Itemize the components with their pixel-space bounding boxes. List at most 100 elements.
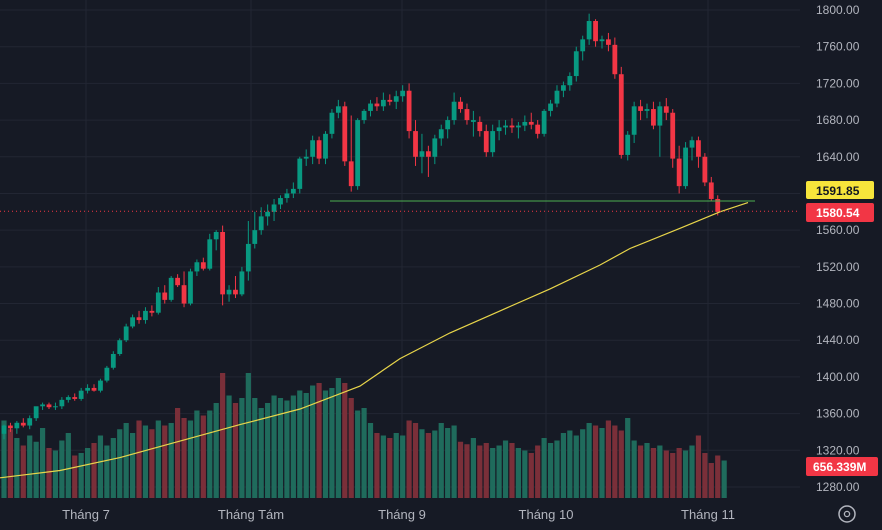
candle-body — [368, 103, 373, 111]
volume-bar — [27, 435, 33, 498]
volume-bar — [239, 398, 245, 498]
candle-body — [425, 151, 431, 157]
volume-bar — [232, 403, 239, 498]
candle-body — [483, 131, 489, 153]
volume-bar — [657, 445, 663, 498]
volume-bar — [187, 420, 194, 498]
candle-body — [490, 131, 496, 153]
candle-body — [303, 156, 309, 159]
volume-bar — [438, 423, 444, 498]
candle-body — [284, 193, 290, 199]
candle-body — [651, 109, 656, 126]
volume-bar — [329, 388, 335, 498]
volume-bar — [284, 400, 290, 498]
volume-bar — [168, 423, 174, 498]
candle-body — [516, 125, 521, 128]
candle-body — [265, 211, 271, 217]
candle-body — [663, 106, 669, 113]
candle-body — [618, 74, 624, 155]
volume-bar — [663, 450, 669, 498]
volume-bar — [361, 408, 367, 498]
candle-body — [130, 317, 135, 327]
volume-bar — [457, 441, 464, 498]
volume-bar — [226, 395, 232, 498]
volume-bar — [490, 448, 496, 498]
candle-body — [207, 239, 213, 269]
volume-bars — [1, 373, 727, 498]
volume-bar — [393, 433, 399, 498]
volume-bar — [483, 443, 489, 498]
candle-body — [188, 271, 193, 304]
candle-body — [245, 243, 251, 272]
last-price: 1580.54 — [816, 206, 860, 220]
volume-bar — [586, 423, 592, 498]
volume-value: 656.339M — [813, 460, 866, 474]
volume-badge: 656.339M — [806, 457, 878, 476]
candle-body — [606, 39, 611, 45]
volume-bar — [682, 450, 689, 498]
y-tick-label: 1280.00 — [816, 480, 860, 494]
volume-bar — [290, 395, 296, 498]
volume-bar — [689, 445, 695, 498]
volume-bar — [528, 453, 534, 498]
candle-body — [1, 425, 7, 434]
volume-bar — [355, 410, 361, 498]
candle-body — [586, 21, 592, 40]
x-tick-label: Tháng 10 — [519, 507, 574, 522]
candle-body — [593, 21, 598, 42]
candle-body — [503, 125, 508, 128]
candle-body — [20, 422, 26, 426]
candle-body — [528, 121, 534, 125]
volume-bar — [535, 445, 541, 498]
volume-bar — [599, 428, 605, 498]
candle-body — [85, 387, 90, 391]
volume-bar — [451, 425, 457, 498]
candle-body — [175, 277, 181, 286]
y-tick-label: 1800.00 — [816, 3, 860, 17]
volume-bar — [573, 435, 579, 498]
candle-body — [123, 326, 129, 341]
volume-bar — [477, 445, 483, 498]
volume-bar — [310, 385, 316, 498]
candle-body — [612, 44, 618, 75]
candle-body — [393, 96, 399, 102]
volume-bar — [670, 453, 676, 498]
volume-bar — [567, 430, 573, 498]
volume-bar — [117, 429, 123, 498]
volume-bar — [547, 443, 554, 498]
candle-body — [670, 112, 676, 159]
volume-bar — [110, 438, 116, 498]
volume-bar — [33, 441, 39, 498]
candle-body — [657, 106, 663, 126]
candle-body — [548, 103, 553, 111]
candle-body — [239, 271, 245, 295]
volume-bar — [59, 440, 65, 498]
candle-body — [155, 292, 161, 313]
settings-button[interactable] — [838, 505, 856, 523]
volume-bar — [207, 410, 213, 498]
volume-bar — [97, 435, 104, 498]
volume-bar — [348, 398, 354, 498]
candle-body — [638, 106, 643, 111]
volume-bar — [72, 455, 78, 498]
volume-bar — [155, 420, 161, 498]
candle-body — [458, 101, 463, 110]
volume-bar — [612, 425, 618, 498]
candle-body — [40, 404, 45, 407]
candle-body — [696, 140, 701, 157]
candle-body — [451, 101, 457, 121]
candle-body — [631, 106, 637, 135]
volume-bar — [142, 425, 149, 498]
candle-body — [310, 140, 316, 157]
candle-body — [625, 134, 631, 155]
volume-bar — [445, 428, 451, 498]
candle-body — [335, 106, 341, 113]
volume-bar — [374, 433, 380, 498]
candle-body — [297, 158, 303, 189]
candle-body — [33, 406, 39, 419]
volume-bar — [715, 455, 721, 498]
volume-bar — [104, 445, 110, 498]
volume-bar — [65, 433, 71, 498]
candle-body — [65, 397, 71, 400]
